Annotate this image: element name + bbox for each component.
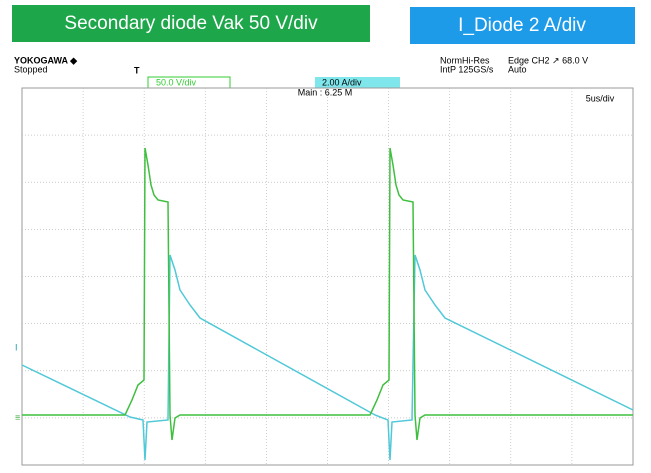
current-trace	[21, 254, 634, 461]
ch2-scale: 2.00 A/div	[322, 77, 362, 87]
current-label-box	[410, 7, 635, 44]
mode-2: IntP 125GS/s	[440, 64, 494, 74]
trigger-1: Edge CH2 ↗ 68.0 V	[508, 55, 588, 65]
ch2-box	[315, 77, 400, 88]
brand: YOKOGAWA ◆	[14, 55, 78, 65]
timebase: 5us/div	[586, 93, 615, 103]
trigger-2: Auto	[508, 64, 527, 74]
ch1-scale: 50.0 V/div	[156, 77, 197, 87]
ch1-marker: ≡	[15, 412, 20, 422]
voltage-trace	[22, 147, 633, 441]
memory: Main : 6.25 M	[298, 87, 353, 97]
trigger-mark: T	[134, 65, 140, 75]
screen	[21, 87, 634, 466]
voltage-label: Secondary diode Vak 50 V/div	[64, 13, 318, 34]
state: Stopped	[14, 64, 48, 74]
ch2-marker: I	[15, 342, 18, 352]
voltage-label-box	[12, 5, 370, 42]
current-label: I_Diode 2 A/div	[458, 15, 586, 36]
mode-1: NormHi-Res	[440, 55, 490, 65]
